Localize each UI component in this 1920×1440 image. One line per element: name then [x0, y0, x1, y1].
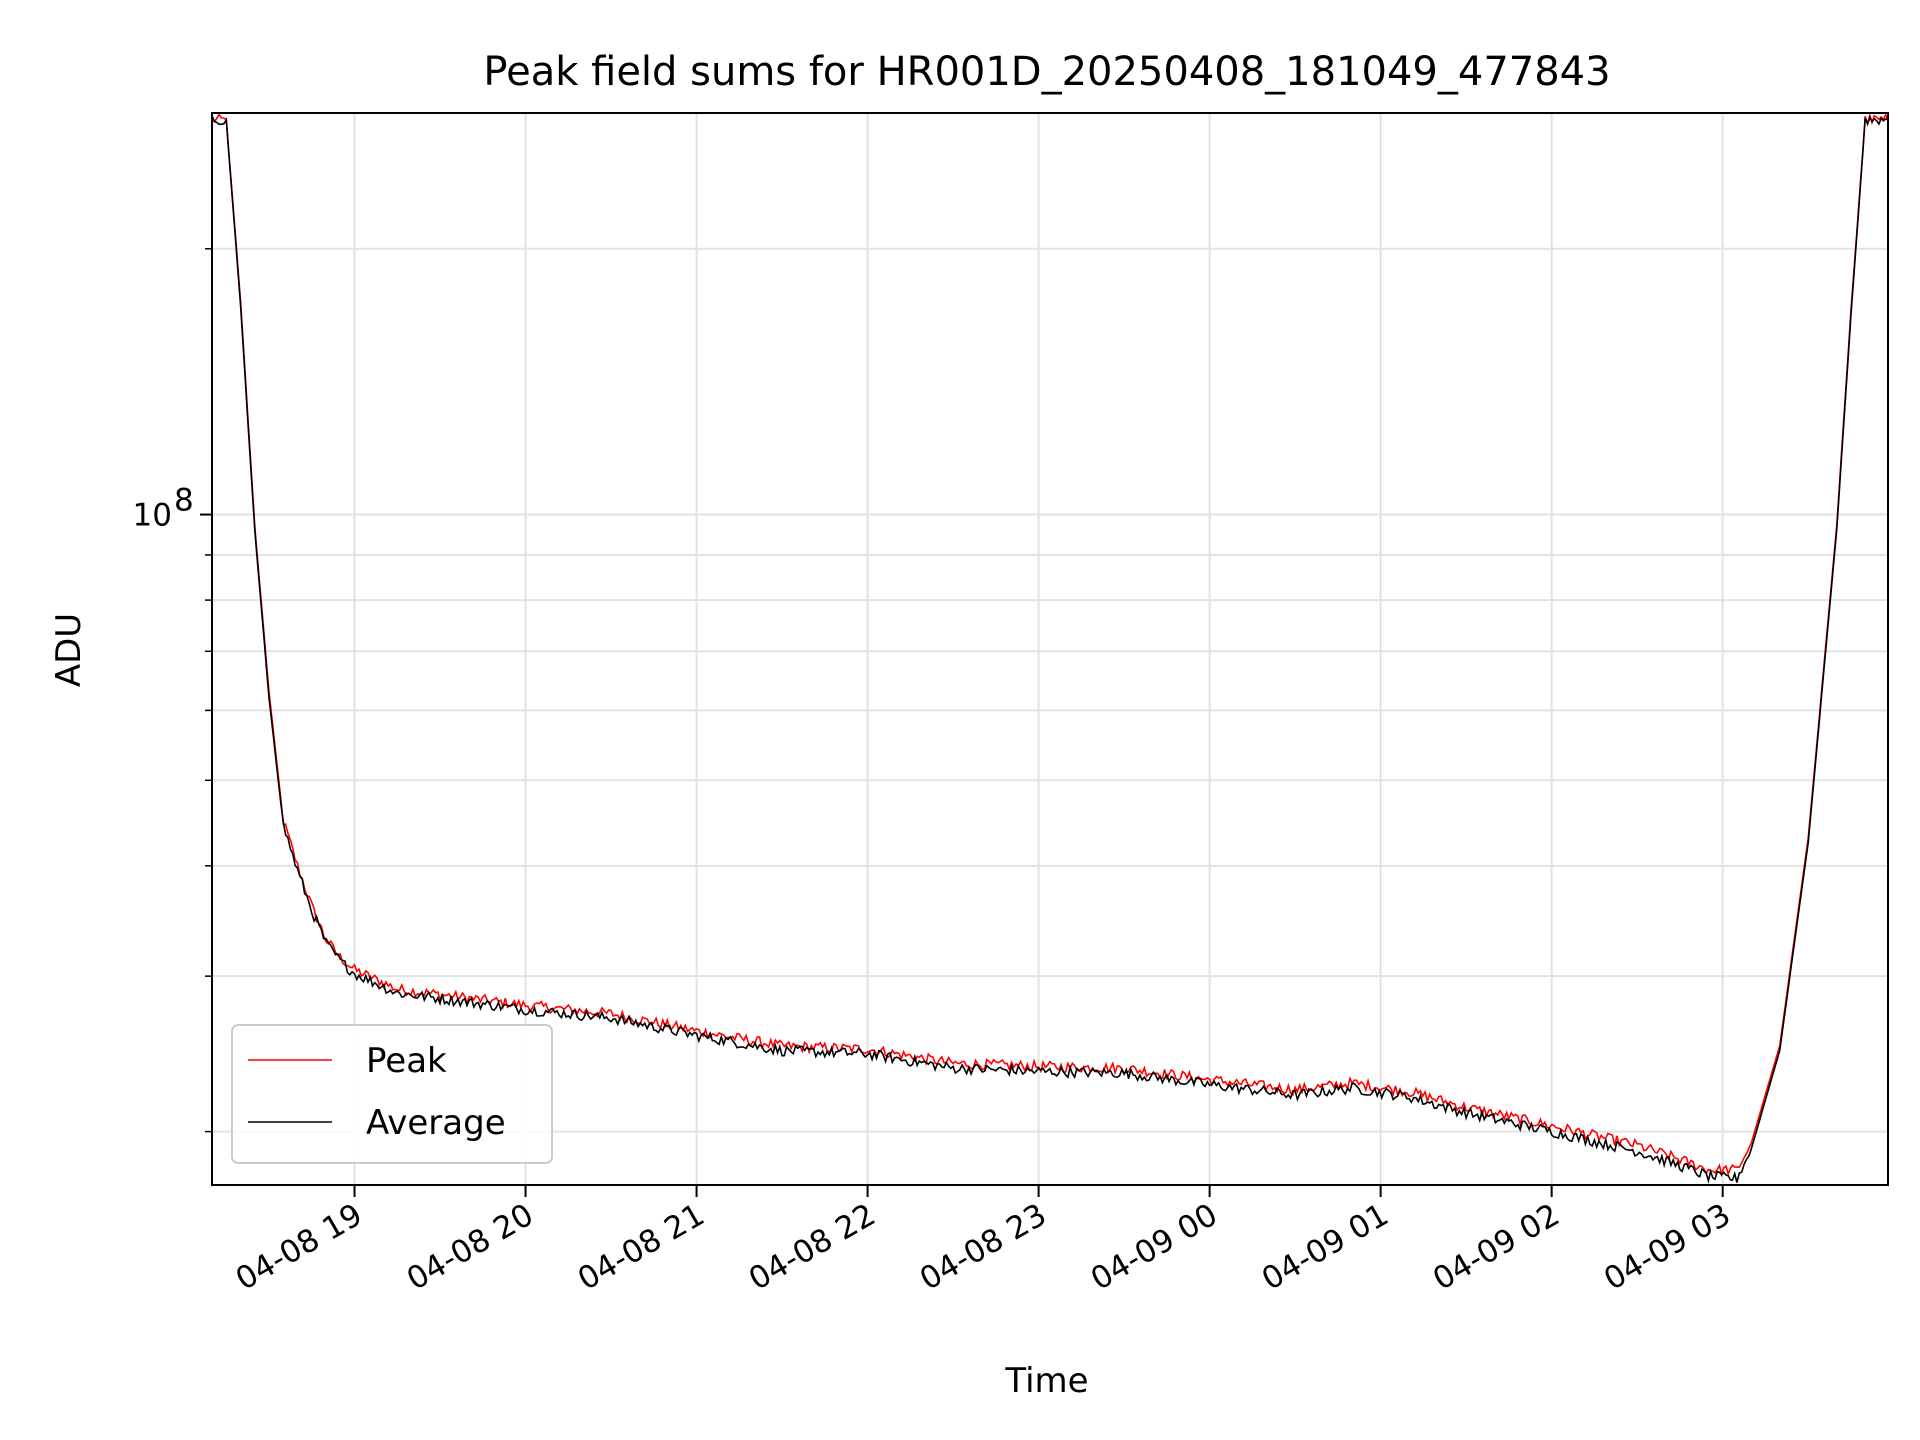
- series-peak-line: [211, 112, 1889, 1178]
- plot-frame: [211, 112, 1889, 1186]
- y-tick-label-base: 10: [133, 498, 172, 534]
- legend: Peak Average: [231, 1024, 553, 1164]
- y-tick-label-exponent: 8: [174, 483, 194, 519]
- legend-peak-label: Peak: [366, 1041, 447, 1081]
- y-axis-label: ADU: [49, 613, 89, 687]
- series-average-line: [211, 115, 1889, 1184]
- y-axis-ticks: 10 8: [133, 248, 212, 1133]
- series-layer: [211, 112, 1889, 1184]
- x-axis-label: Time: [1004, 1361, 1088, 1401]
- chart-title: Peak field sums for HR001D_20250408_1810…: [483, 49, 1610, 95]
- legend-average-label: Average: [366, 1103, 506, 1143]
- grid: [212, 113, 1888, 1185]
